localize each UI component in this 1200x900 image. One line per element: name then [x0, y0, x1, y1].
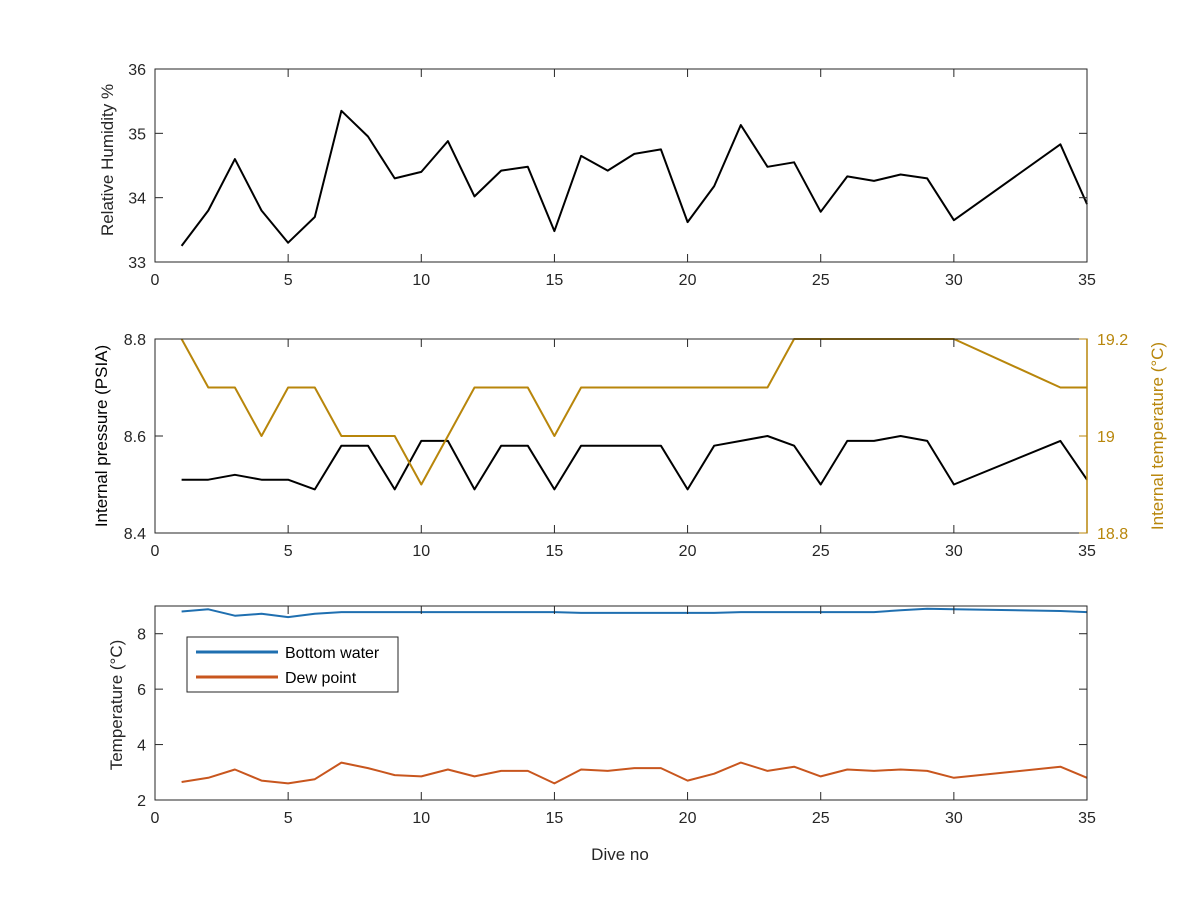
temperature-x-tick-label: 20: [679, 810, 697, 827]
pressure-y2-tick-label: 19: [1097, 429, 1115, 446]
humidity-x-tick-label: 10: [412, 272, 430, 289]
temperature-y-tick-label: 6: [137, 682, 146, 699]
temperature-y-tick-label: 4: [137, 738, 146, 755]
humidity-y-tick-label: 36: [128, 62, 146, 79]
humidity-y-axis-label: Relative Humidity %: [98, 84, 117, 236]
pressure-y-tick-label: 8.8: [124, 332, 146, 349]
pressure-x-tick-label: 15: [546, 543, 564, 560]
temperature-x-tick-label: 5: [284, 810, 293, 827]
humidity-x-tick-label: 35: [1078, 272, 1096, 289]
humidity-subplot: 0 5 10 15 20 25 30 35 33 34 35 36: [128, 62, 1096, 289]
temperature-y-axis-label: Temperature (°C): [107, 640, 126, 771]
temperature-x-tick-label: 15: [546, 810, 564, 827]
temperature-y-tick-label: 8: [137, 627, 146, 644]
pressure-x-tick-label: 10: [412, 543, 430, 560]
pressure-x-tick-label: 20: [679, 543, 697, 560]
humidity-y-tick-label: 35: [128, 126, 146, 143]
humidity-x-tick-label: 0: [151, 272, 160, 289]
pressure-x-tick-label: 30: [945, 543, 963, 560]
legend: Bottom water Dew point: [186, 636, 399, 693]
pressure-series-line-0: [181, 435, 1088, 491]
internal-temperature-y-axis-label: Internal temperature (°C): [1148, 342, 1167, 530]
humidity-x-tick-label: 30: [945, 272, 963, 289]
legend-label-dew-point: Dew point: [285, 670, 357, 687]
pressure-y2-tick-label: 18.8: [1097, 526, 1128, 543]
temperature-y-tick-label: 2: [137, 793, 146, 810]
humidity-x-tick-label: 20: [679, 272, 697, 289]
temperature-x-tick-label: 25: [812, 810, 830, 827]
temperature-subplot: 0 5 10 15 20 25 30 35 2 4 6 8: [137, 605, 1096, 827]
humidity-axes-box: [154, 68, 1088, 263]
humidity-x-tick-label: 15: [546, 272, 564, 289]
temperature-x-tick-label: 30: [945, 810, 963, 827]
pressure-y-axis-label: Internal pressure (PSIA): [92, 345, 111, 527]
humidity-x-tick-label: 5: [284, 272, 293, 289]
humidity-x-tick-label: 25: [812, 272, 830, 289]
pressure-x-tick-label: 35: [1078, 543, 1096, 560]
x-axis-label: Dive no: [591, 845, 649, 864]
temperature-axes-box: [154, 605, 1088, 801]
pressure-y-tick-label: 8.6: [124, 429, 146, 446]
legend-box: [186, 636, 399, 693]
humidity-y-tick-label: 33: [128, 255, 146, 272]
legend-label-bottom-water: Bottom water: [285, 645, 380, 662]
humidity-series-line-0: [180, 109, 1088, 247]
pressure-x-tick-label: 5: [284, 543, 293, 560]
temperature-x-tick-label: 35: [1078, 810, 1096, 827]
pressure-x-tick-label: 25: [812, 543, 830, 560]
temperature-x-tick-label: 0: [151, 810, 160, 827]
pressure-temperature-subplot: 0 5 10 15 20 25 30 35 8.4 8.6 8.8 18.8 19 19.2: [124, 332, 1128, 560]
humidity-y-tick-label: 34: [128, 191, 146, 208]
temperature-x-tick-label: 10: [412, 810, 430, 827]
temperature-series-line-0: [181, 607, 1088, 619]
pressure-x-tick-label: 0: [151, 543, 160, 560]
pressure-y-tick-label: 8.4: [124, 526, 146, 543]
temperature-series-line-1: [181, 761, 1088, 785]
pressure-y2-tick-label: 19.2: [1097, 332, 1128, 349]
